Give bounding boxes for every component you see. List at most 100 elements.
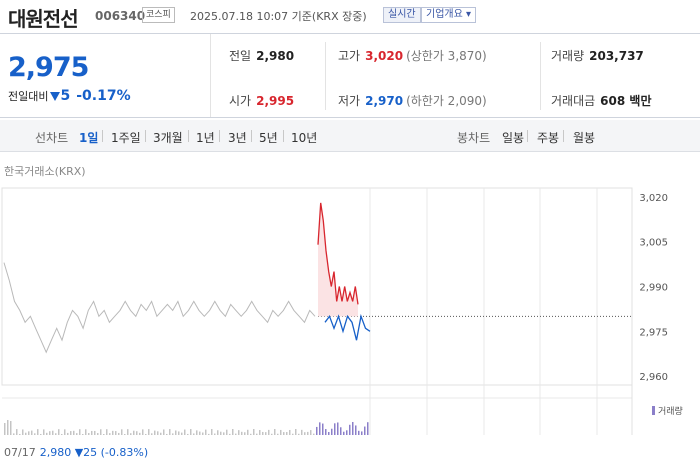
- tab-1-year[interactable]: 1년: [196, 131, 215, 145]
- volume-bar: [262, 431, 264, 435]
- volume-bar: [229, 433, 231, 435]
- tab-10-year[interactable]: 10년: [291, 131, 318, 145]
- volume-bar: [211, 429, 213, 435]
- volume-bar: [40, 433, 42, 435]
- volume-bar: [139, 432, 141, 435]
- volume-bar: [157, 431, 159, 435]
- volume-bar: [208, 433, 210, 435]
- volume-bar: [196, 430, 198, 435]
- tab-1-week[interactable]: 1주일: [111, 131, 141, 145]
- tab-daily-candle[interactable]: 일봉: [502, 131, 525, 145]
- volume-bar: [175, 430, 177, 435]
- y-tick-label: 3,020: [639, 193, 668, 204]
- realtime-button[interactable]: 실시간: [383, 7, 421, 23]
- volume-bar: [145, 433, 147, 435]
- volume-bar: [346, 430, 348, 435]
- quote-timestamp: 2025.07.18 10:07 기준(KRX 장중): [190, 10, 367, 23]
- volume-bar: [187, 433, 189, 435]
- volume-bar: [244, 432, 246, 435]
- volume-bar: [136, 431, 138, 435]
- line-chart-label: 선차트: [35, 131, 69, 145]
- volume-bar: [247, 429, 249, 435]
- tab-3-year[interactable]: 3년: [228, 131, 247, 145]
- intraday-price-chart: 3,0203,0052,9902,9752,96007/1810:0011:00…: [1, 187, 668, 435]
- volume-bar: [85, 429, 87, 435]
- volume-bar: [103, 433, 105, 435]
- price-summary: 2,975 전일대비 5 -0.17% 전일 2,980 시가 2,995 고가 3,02…: [0, 33, 700, 118]
- series-today-up: [317, 202, 359, 305]
- volume-bar: [325, 429, 327, 435]
- prev-close: 전일 2,980: [229, 49, 295, 63]
- volume-bar: [238, 430, 240, 435]
- data-source-label: 한국거래소(KRX): [4, 165, 86, 178]
- volume-bar: [52, 430, 54, 435]
- volume-bar: [322, 423, 324, 435]
- volume-legend: 거래량: [652, 404, 683, 417]
- volume-bar: [118, 432, 120, 435]
- volume-bar: [16, 429, 18, 435]
- change-value: 5: [60, 88, 71, 104]
- tab-monthly-candle[interactable]: 월봉: [573, 131, 596, 145]
- volume-bar: [184, 429, 186, 435]
- volume-bar: [97, 433, 99, 435]
- volume-bar: [94, 430, 96, 435]
- company-info-dropdown[interactable]: 기업개요 ▾: [421, 7, 476, 23]
- down-triangle-icon: [50, 92, 61, 101]
- volume-bar: [88, 433, 90, 435]
- tab-1-day[interactable]: 1일: [79, 131, 99, 145]
- volume-bar: [295, 429, 297, 435]
- volume-bar: [340, 427, 342, 435]
- chart-frame: [1, 187, 633, 386]
- volume-bar: [319, 422, 321, 435]
- volume-bar: [274, 429, 276, 435]
- volume-bar: [316, 426, 318, 435]
- volume-bar: [169, 429, 171, 435]
- volume-bar: [58, 429, 60, 435]
- series-today-down: [324, 313, 371, 341]
- volume-bar: [250, 433, 252, 435]
- volume-bar: [361, 431, 363, 435]
- volume-bar: [286, 432, 288, 435]
- volume-bar: [235, 433, 237, 435]
- volume-bar: [220, 431, 222, 435]
- volume-bar: [349, 424, 351, 435]
- volume-bar: [364, 426, 366, 435]
- volume-bar: [25, 432, 27, 435]
- volume-bar: [112, 430, 114, 435]
- tab-3-month[interactable]: 3개월: [153, 131, 183, 145]
- volume-bar: [178, 431, 180, 435]
- volume-bar: [124, 433, 126, 435]
- volume-bar: [355, 425, 357, 435]
- volume-bar: [253, 429, 255, 435]
- volume-bar: [334, 423, 336, 435]
- volume-bar: [127, 429, 129, 435]
- volume-bar: [82, 433, 84, 435]
- volume-bar: [289, 429, 291, 435]
- volume-bar: [172, 433, 174, 435]
- volume-bar: [301, 429, 303, 435]
- volume-bar: [4, 423, 6, 435]
- volume-bar: [31, 430, 33, 435]
- low-price: 저가 2,970 (하한가 2,090): [338, 94, 487, 108]
- volume-bar: [70, 431, 72, 435]
- tab-5-year[interactable]: 5년: [259, 131, 278, 145]
- volume-bar: [73, 430, 75, 435]
- volume-bar: [7, 420, 9, 435]
- volume-bar: [181, 432, 183, 435]
- footer-summary: 07/17 2,980 ▼25 (-0.83%): [4, 446, 149, 459]
- volume-bar: [292, 433, 294, 435]
- volume-bar: [205, 429, 207, 435]
- volume-bar: [367, 422, 369, 435]
- volume-bar: [277, 433, 279, 435]
- volume-bar: [226, 429, 228, 435]
- change-percent: -0.17%: [76, 88, 131, 104]
- volume-bar: [28, 431, 30, 435]
- volume-bar: [241, 431, 243, 435]
- volume-bar: [130, 433, 132, 435]
- volume-bar: [166, 433, 168, 435]
- volume-bar: [163, 429, 165, 435]
- volume-bar: [22, 429, 24, 435]
- volume-bar: [91, 430, 93, 435]
- tab-weekly-candle[interactable]: 주봉: [537, 131, 560, 145]
- volume-bar: [115, 431, 117, 435]
